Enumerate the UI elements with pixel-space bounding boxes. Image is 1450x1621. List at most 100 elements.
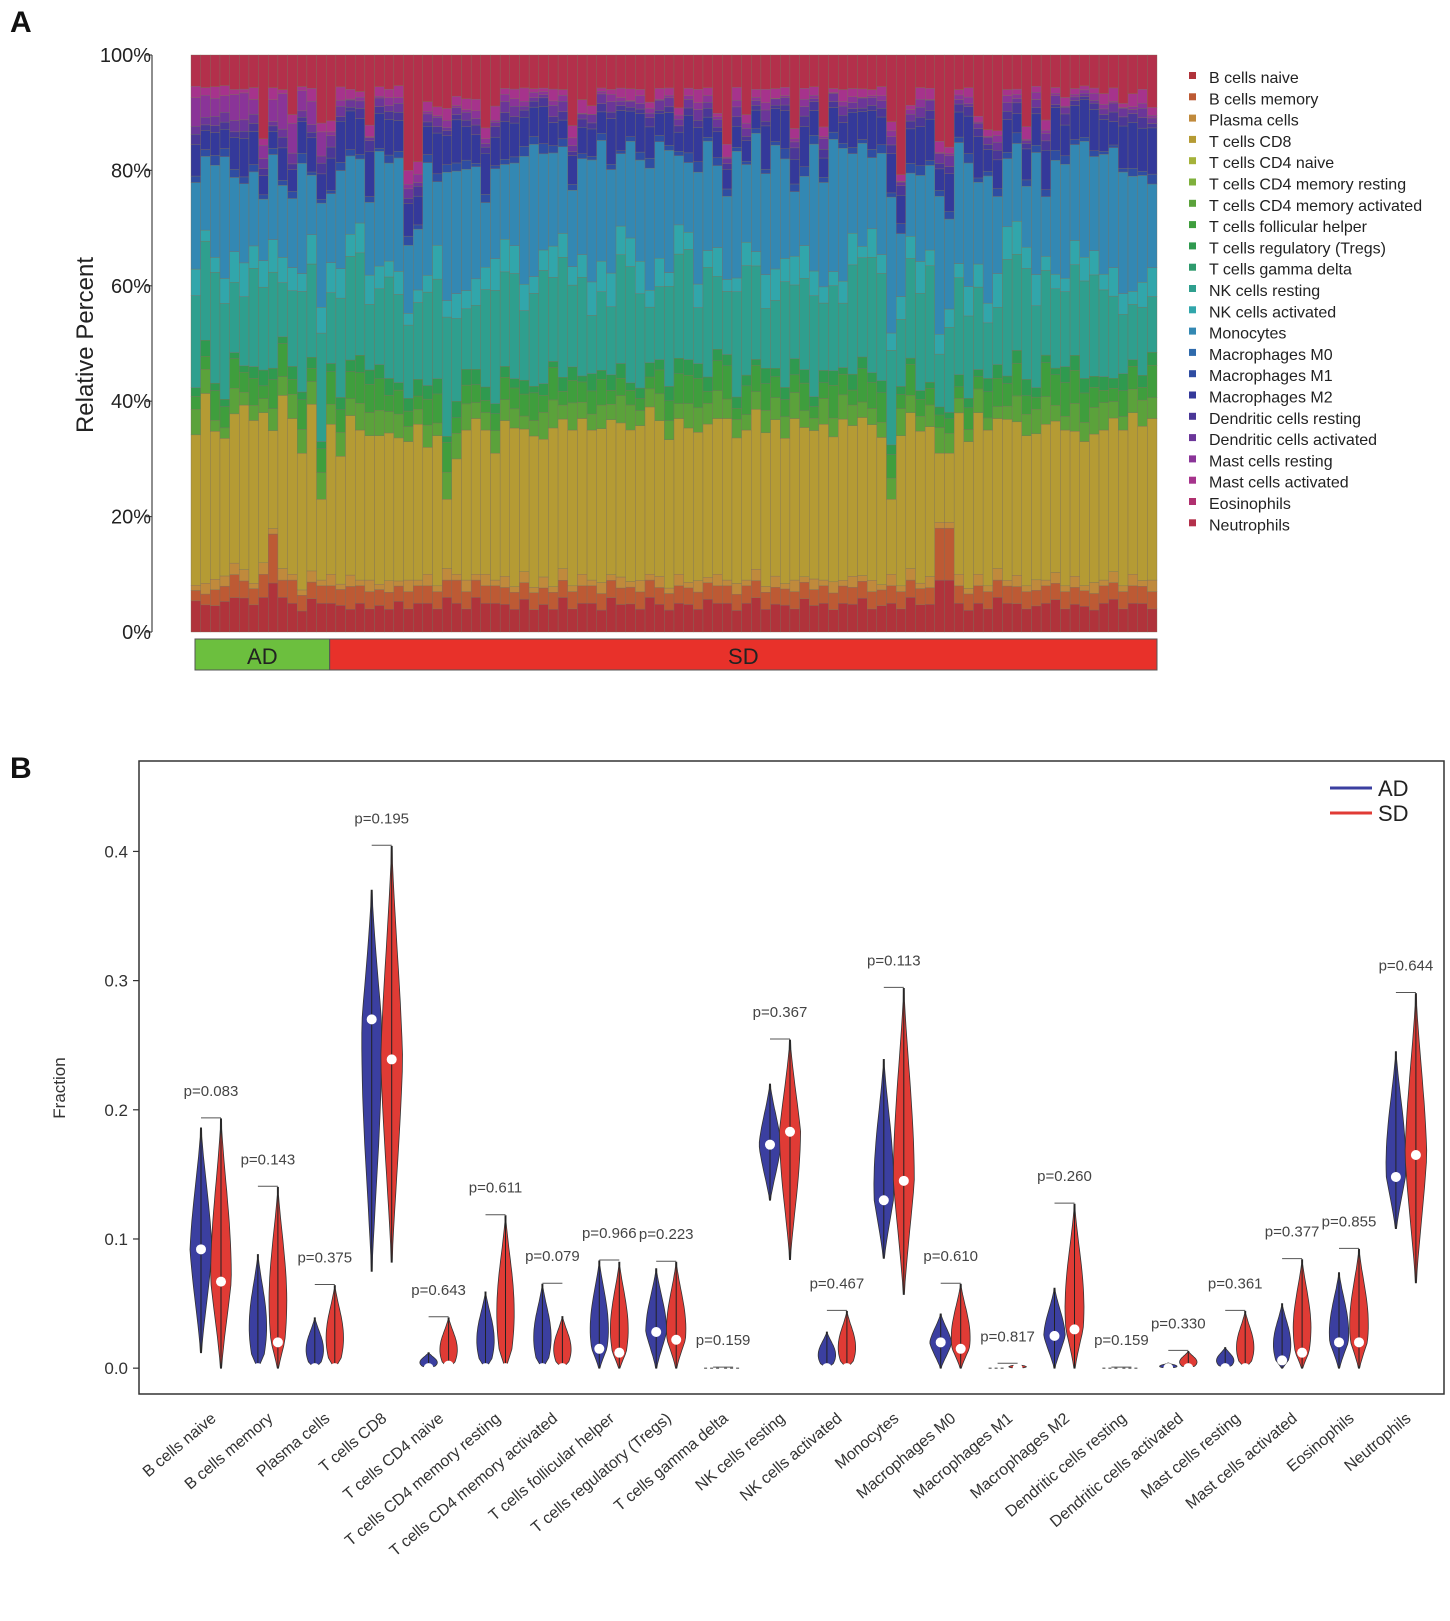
bar-segment <box>982 322 993 379</box>
bar-segment <box>413 579 424 587</box>
bar-segment <box>461 112 472 121</box>
bar-segment <box>239 131 250 139</box>
bar-segment <box>432 378 443 395</box>
legend-swatch <box>1189 434 1196 442</box>
bar-segment <box>190 585 201 591</box>
bar-segment <box>702 423 713 578</box>
bar-segment <box>953 99 964 105</box>
bar-segment <box>625 88 636 101</box>
bar-segment <box>413 602 424 633</box>
bar-segment <box>828 88 839 93</box>
median-dot <box>1069 1324 1080 1335</box>
bar-segment <box>953 103 964 113</box>
bar-segment <box>586 429 597 581</box>
bar-segment <box>857 246 868 258</box>
bar-segment <box>731 100 742 108</box>
bar-segment <box>789 608 800 633</box>
bar-segment <box>683 87 694 96</box>
bar-segment <box>422 275 433 293</box>
bar-segment <box>982 608 993 633</box>
bar-segment <box>239 88 250 94</box>
bar-segment <box>789 191 800 257</box>
bar-segment <box>915 430 926 584</box>
bar-segment <box>393 103 404 113</box>
bar-segment <box>306 100 317 125</box>
bar-segment <box>374 605 385 633</box>
bar-segment <box>413 186 424 197</box>
bar-segment <box>973 136 984 179</box>
bar-segment <box>992 307 1003 365</box>
bar-segment <box>847 373 858 391</box>
bar-segment <box>297 153 308 164</box>
bar-segment <box>673 403 684 419</box>
bar-segment <box>770 397 781 420</box>
bar-segment <box>625 429 636 582</box>
bar-segment <box>876 153 887 255</box>
bar-segment <box>1021 140 1032 144</box>
bar-segment <box>229 358 240 389</box>
bar-segment <box>277 128 288 138</box>
legend-label: Plasma cells <box>1209 113 1299 130</box>
bar-segment <box>780 110 791 150</box>
p-value-label: p=0.083 <box>184 1083 239 1100</box>
bar-segment <box>1031 579 1042 591</box>
bar-segment <box>1108 121 1119 146</box>
bar-segment <box>355 108 366 119</box>
bar-segment <box>992 188 1003 197</box>
bar-segment <box>326 404 337 425</box>
bar-segment <box>461 109 472 113</box>
median-dot <box>309 1363 320 1374</box>
median-dot <box>480 1363 491 1374</box>
bar-segment <box>586 159 597 283</box>
bar-segment <box>258 385 269 399</box>
bar-segment <box>992 150 1003 161</box>
bar-segment <box>799 576 810 583</box>
median-dot <box>594 1343 605 1354</box>
bar-segment <box>615 150 626 154</box>
bar-segment <box>316 162 327 175</box>
bar-segment <box>335 297 346 398</box>
bar-segment <box>364 54 375 126</box>
bar-segment <box>934 522 945 529</box>
violin <box>268 1186 288 1369</box>
bar-segment <box>364 591 375 610</box>
bar-segment <box>751 100 762 106</box>
bar-segment <box>1011 603 1022 633</box>
bar-segment <box>838 418 849 581</box>
y-tick-label: 60% <box>111 276 151 298</box>
bar-segment <box>557 404 568 420</box>
bar-segment <box>1011 132 1022 144</box>
violin <box>1043 1287 1066 1369</box>
median-dot <box>898 1175 909 1186</box>
bar-segment <box>219 54 230 86</box>
bar-segment <box>1098 585 1109 604</box>
bar-segment <box>287 418 298 575</box>
bar-segment <box>992 579 1003 598</box>
bar-segment <box>548 54 559 90</box>
bar-segment <box>1011 102 1022 114</box>
bar-segment <box>596 140 607 262</box>
bar-segment <box>393 437 404 582</box>
bar-segment <box>780 258 791 282</box>
bar-segment <box>306 570 317 583</box>
bar-segment <box>451 114 462 121</box>
bar-segment <box>847 88 858 97</box>
bar-segment <box>519 379 530 395</box>
p-value-label: p=0.610 <box>923 1248 978 1265</box>
bar-segment <box>364 384 375 413</box>
bar-segment <box>287 122 298 154</box>
bar-segment <box>809 589 820 606</box>
bar-segment <box>287 579 298 604</box>
bar-segment <box>432 126 443 134</box>
bar-segment <box>857 139 868 144</box>
legend-swatch <box>1189 242 1196 250</box>
bar-segment <box>741 114 752 124</box>
legend-label: Macrophages M2 <box>1209 390 1333 407</box>
bar-segment <box>297 391 308 400</box>
bar-segment <box>548 100 559 106</box>
legend-swatch <box>1189 348 1196 356</box>
bar-segment <box>838 122 849 144</box>
bar-segment <box>905 172 916 237</box>
panel-a: A 0%20%40%60%80%100% Relative Percent AD… <box>10 6 1422 671</box>
bar-segment <box>654 393 665 421</box>
